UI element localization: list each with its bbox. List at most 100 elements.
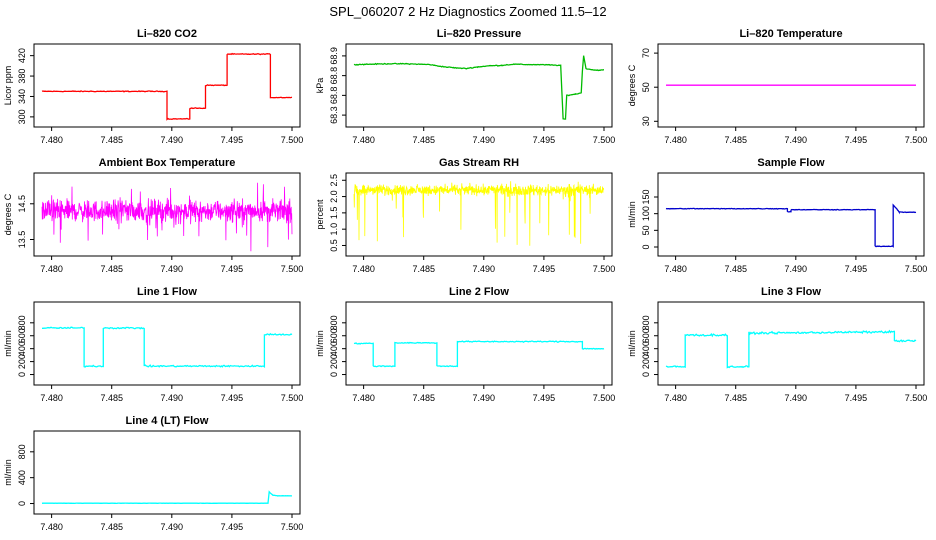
y-axis-label: kPa [315, 78, 325, 94]
y-tick-label: 50 [641, 225, 651, 235]
x-tick-label: 7.495 [533, 135, 556, 145]
x-tick-label: 7.495 [845, 135, 868, 145]
y-tick-label: 1.5 [329, 207, 339, 220]
series-line [353, 55, 604, 120]
x-tick-label: 7.490 [785, 135, 808, 145]
x-tick-label: 7.495 [533, 393, 556, 403]
page-title: SPL_060207 2 Hz Diagnostics Zoomed 11.5–… [329, 4, 606, 19]
x-tick-label: 7.495 [845, 264, 868, 274]
chart-panel-line3: Line 3 Flow 7.480 7.485 7.490 7.495 7.500 0 200… [627, 286, 927, 403]
series-line [353, 181, 605, 246]
series-line [41, 52, 293, 121]
x-tick-label: 7.490 [161, 264, 184, 274]
series-line [41, 182, 293, 252]
y-tick-label: 68.9 [329, 47, 339, 65]
y-tick-label: 600 [641, 328, 651, 343]
x-tick-label: 7.480 [664, 264, 687, 274]
y-tick-label: 68.8 [329, 87, 339, 105]
series-line [665, 203, 917, 248]
y-tick-label: 400 [17, 470, 27, 485]
y-axis-label: ml/min [627, 330, 637, 357]
y-tick-label: 1.0 [329, 223, 339, 236]
x-tick-label: 7.500 [281, 522, 304, 532]
x-tick-label: 7.480 [352, 393, 375, 403]
series-line [353, 340, 605, 368]
y-tick-label: 200 [641, 354, 651, 369]
y-tick-label: 0.5 [329, 239, 339, 252]
plot-frame [657, 43, 925, 128]
x-tick-label: 7.495 [533, 264, 556, 274]
y-axis-label: degrees C [3, 193, 13, 235]
y-tick-label: 2.0 [329, 190, 339, 203]
y-tick-label: 340 [17, 89, 27, 104]
x-tick-label: 7.500 [593, 393, 616, 403]
y-tick-label: 400 [641, 341, 651, 356]
y-tick-label: 150 [641, 189, 651, 204]
y-tick-label: 600 [17, 328, 27, 343]
chart-panel-pressure: Li–820 Pressure 7.480 7.485 7.490 7.495 7.500… [315, 28, 615, 145]
x-tick-label: 7.480 [352, 135, 375, 145]
x-tick-label: 7.490 [785, 264, 808, 274]
x-tick-label: 7.495 [221, 135, 244, 145]
x-tick-label: 7.485 [412, 264, 435, 274]
y-tick-label: 300 [17, 109, 27, 124]
x-tick-label: 7.495 [221, 264, 244, 274]
y-axis-label: percent [315, 199, 325, 230]
chart-panel-temperature: Li–820 Temperature 7.480 7.485 7.490 7.495 7.… [627, 28, 927, 145]
y-tick-label: 800 [17, 444, 27, 459]
y-tick-label: 800 [17, 315, 27, 330]
y-tick-label: 800 [329, 315, 339, 330]
x-tick-label: 7.485 [412, 135, 435, 145]
x-tick-label: 7.480 [40, 393, 63, 403]
x-tick-label: 7.500 [281, 135, 304, 145]
chart-title: Li–820 CO2 [137, 28, 197, 40]
x-tick-label: 7.490 [473, 393, 496, 403]
x-tick-label: 7.495 [845, 393, 868, 403]
x-tick-label: 7.485 [100, 135, 123, 145]
y-tick-label: 100 [641, 206, 651, 221]
y-tick-label: 0 [329, 372, 339, 377]
y-tick-label: 400 [17, 341, 27, 356]
series-line [42, 326, 293, 369]
x-tick-label: 7.485 [724, 264, 747, 274]
plot-frame [33, 301, 301, 386]
x-tick-label: 7.485 [100, 393, 123, 403]
y-tick-label: 68.3 [329, 106, 339, 124]
plot-frame [33, 430, 301, 515]
chart-panel-line1: Line 1 Flow 7.480 7.485 7.490 7.495 7.500 0 200… [3, 286, 303, 403]
y-tick-label: 200 [17, 354, 27, 369]
chart-title: Line 2 Flow [449, 286, 509, 298]
x-tick-label: 7.495 [221, 393, 244, 403]
x-tick-label: 7.480 [40, 135, 63, 145]
plot-frame [33, 172, 301, 257]
x-tick-label: 7.480 [352, 264, 375, 274]
y-axis-label: ml/min [3, 459, 13, 486]
chart-panel-rh: Gas Stream RH 7.480 7.485 7.490 7.495 7.500 0.… [315, 157, 615, 274]
chart-panel-ambient: Ambient Box Temperature 7.480 7.485 7.490 7.… [3, 157, 303, 274]
y-axis-label: ml/min [3, 330, 13, 357]
x-tick-label: 7.490 [161, 393, 184, 403]
y-tick-label: 600 [329, 328, 339, 343]
y-axis-label: Licor ppm [3, 66, 13, 106]
x-tick-label: 7.485 [724, 393, 747, 403]
chart-title: Line 4 (LT) Flow [126, 415, 209, 427]
y-tick-label: 0 [17, 501, 27, 506]
series-line [41, 490, 292, 505]
chart-title: Li–820 Temperature [739, 28, 842, 40]
x-tick-label: 7.485 [724, 135, 747, 145]
y-tick-label: 50 [641, 82, 651, 92]
x-tick-label: 7.485 [100, 264, 123, 274]
chart-title: Sample Flow [757, 157, 825, 169]
y-tick-label: 0 [17, 372, 27, 377]
x-tick-label: 7.490 [785, 393, 808, 403]
x-tick-label: 7.500 [593, 135, 616, 145]
y-tick-label: 14.5 [17, 195, 27, 213]
chart-title: Line 3 Flow [761, 286, 821, 298]
chart-panel-line4: Line 4 (LT) Flow 7.480 7.485 7.490 7.495 7.50… [3, 415, 303, 532]
x-tick-label: 7.490 [161, 522, 184, 532]
y-tick-label: 68.8 [329, 67, 339, 85]
x-tick-label: 7.500 [281, 264, 304, 274]
plot-frame [657, 172, 925, 257]
chart-title: Line 1 Flow [137, 286, 197, 298]
